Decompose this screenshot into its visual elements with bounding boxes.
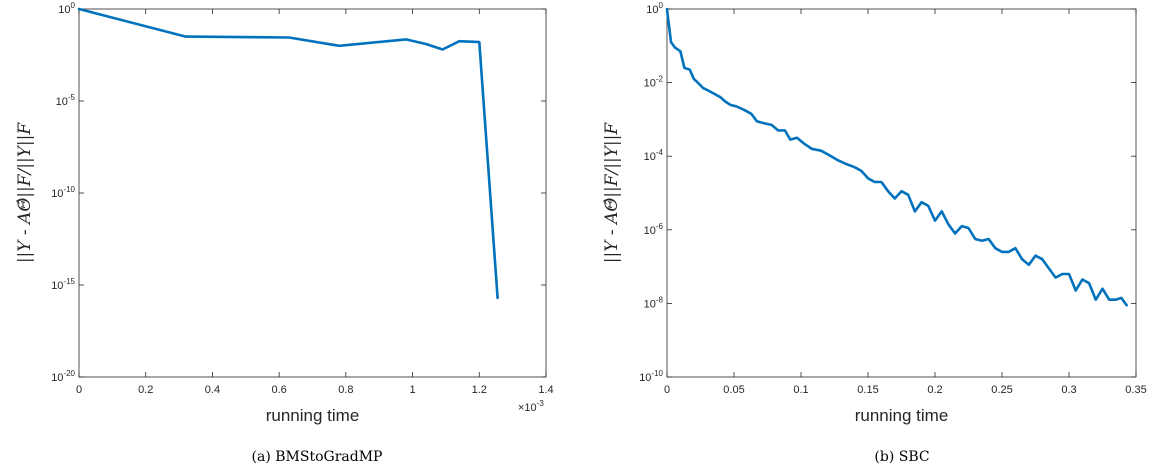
x-tick-label: 0.6 xyxy=(271,384,286,396)
y-tick-label: 10-5 xyxy=(56,93,76,108)
x-tick-label: 0.2 xyxy=(138,384,153,396)
y-tick-label: 10-20 xyxy=(51,369,75,384)
y-tick-label: 10-4 xyxy=(644,148,664,163)
y-axis-label: ||Y - AΘ̂||F/||Y||F xyxy=(15,122,35,264)
y-tick-label: 100 xyxy=(58,1,75,16)
x-tick-label: 0 xyxy=(76,384,82,396)
x-tick-label: 0.3 xyxy=(1061,384,1076,396)
x-tick-label: 1.2 xyxy=(472,384,487,396)
series-line-1 xyxy=(665,7,1128,307)
x-tick-label: 1.4 xyxy=(538,384,553,396)
y-axis-label: ||Y - AΘ̂||F/||Y||F xyxy=(602,122,622,264)
y-tick-label: 10-10 xyxy=(51,185,75,200)
y-tick-label: 10-2 xyxy=(644,75,664,90)
x-tick-label: 0.8 xyxy=(338,384,353,396)
x-tick-label: 1 xyxy=(410,384,416,396)
x-axis-label: running time xyxy=(266,406,360,425)
plot-area-frame xyxy=(78,8,547,378)
x-tick-label: 0.05 xyxy=(723,384,744,396)
x-tick-label: 0.35 xyxy=(1125,384,1146,396)
y-tick-label: 10-10 xyxy=(639,369,663,384)
y-tick-label: 10-8 xyxy=(644,295,664,310)
y-tick-label: 10-6 xyxy=(644,222,664,237)
plot-area-frame xyxy=(666,8,1137,378)
x-tick-label: 0.15 xyxy=(857,384,878,396)
figure-caption: (b) SBC xyxy=(874,449,929,465)
x-tick-label: 0 xyxy=(664,384,670,396)
x-axis-label: running time xyxy=(855,406,949,425)
y-tick-label: 10-15 xyxy=(51,277,75,292)
chart-panel-1: 0 0.2 0.4 0.6 0.8 1 1.2 1.4 100 10-5 10-10 10-15 10-… xyxy=(15,1,554,465)
chart-panel-2: 0 0.05 0.1 0.15 0.2 0.25 0.3 0.35 100 10-2 10-4 10-… xyxy=(602,1,1147,465)
x-tick-label: 0.4 xyxy=(205,384,220,396)
y-tick-label: 100 xyxy=(646,1,663,16)
x-tick-label: 0.2 xyxy=(927,384,942,396)
x-tick-label: 0.25 xyxy=(991,384,1012,396)
figure-caption: (a) BMStoGradMP xyxy=(252,449,383,465)
x-tick-label: 0.1 xyxy=(793,384,808,396)
x-multiplier-label: ×10-3 xyxy=(518,399,544,414)
series-line-1 xyxy=(77,7,499,300)
